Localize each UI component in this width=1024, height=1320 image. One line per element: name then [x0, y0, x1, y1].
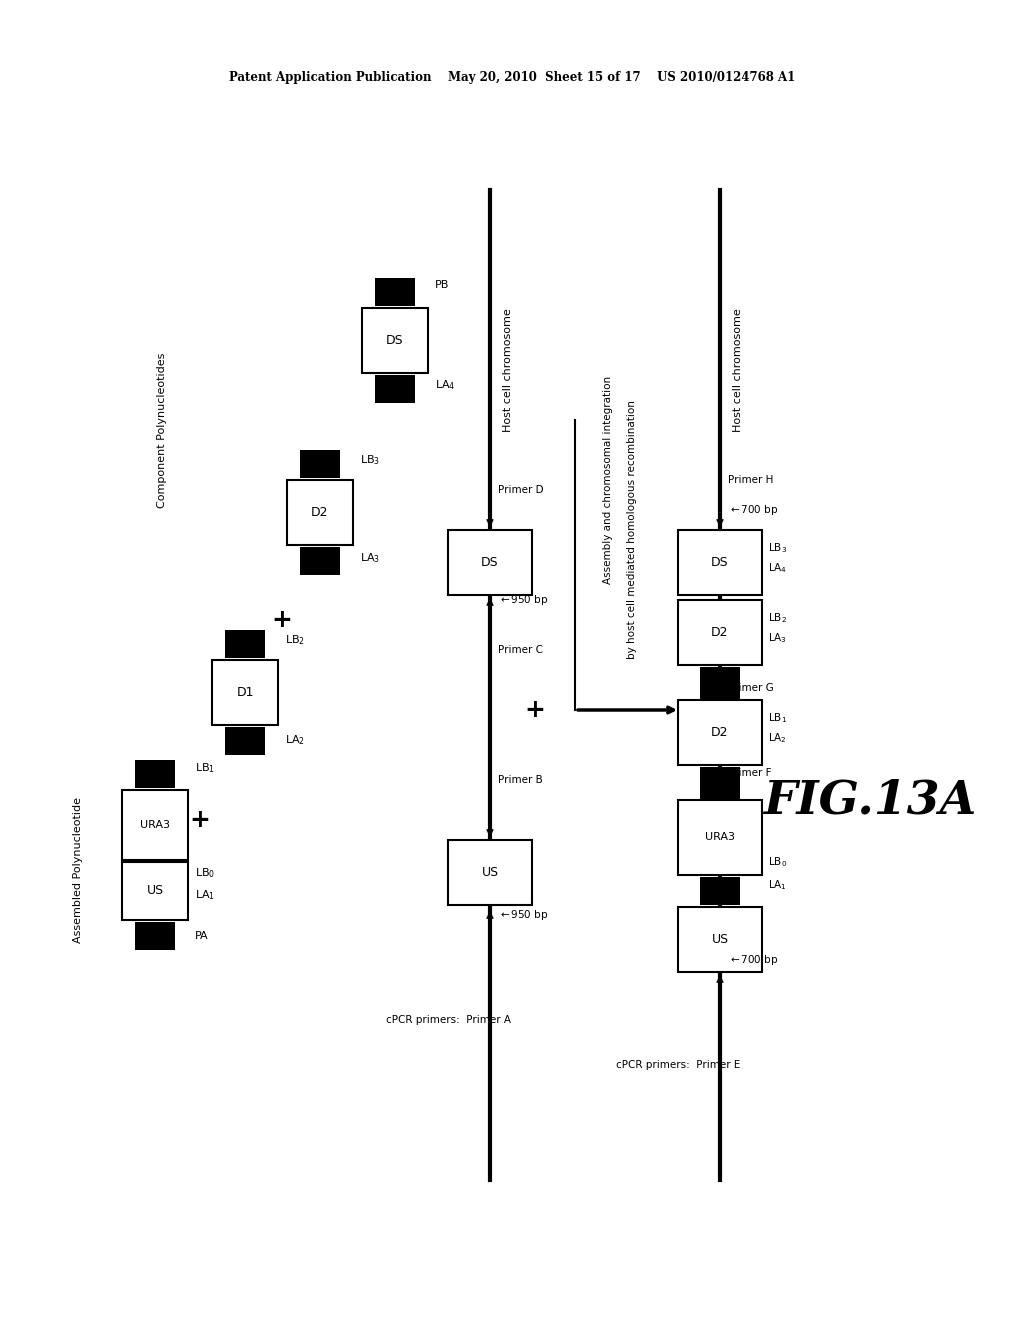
- Text: LB$_2$: LB$_2$: [285, 634, 305, 647]
- Text: LA$_3$: LA$_3$: [768, 631, 787, 645]
- Text: Assembly and chromosomal integration: Assembly and chromosomal integration: [603, 376, 613, 583]
- Text: LA$_2$: LA$_2$: [768, 731, 786, 744]
- Bar: [678, 800, 762, 875]
- Text: $\leftarrow$950 bp: $\leftarrow$950 bp: [498, 908, 549, 921]
- Text: PA: PA: [195, 931, 209, 941]
- Text: LA$_4$: LA$_4$: [768, 561, 787, 576]
- Text: D2: D2: [712, 726, 729, 739]
- Text: US: US: [481, 866, 499, 879]
- Bar: [449, 531, 532, 595]
- Text: LB$_3$: LB$_3$: [360, 453, 380, 467]
- Text: URA3: URA3: [705, 833, 735, 842]
- Bar: [700, 876, 740, 906]
- Text: LB$_2$: LB$_2$: [768, 611, 786, 624]
- Bar: [135, 921, 175, 950]
- Text: LA$_1$: LA$_1$: [195, 888, 215, 902]
- Bar: [700, 767, 740, 799]
- Bar: [449, 840, 532, 906]
- Text: $\leftarrow$700 bp: $\leftarrow$700 bp: [728, 503, 778, 517]
- Bar: [135, 760, 175, 788]
- Bar: [678, 601, 762, 665]
- Text: $\leftarrow$700 bp: $\leftarrow$700 bp: [728, 953, 778, 968]
- Text: US: US: [146, 884, 164, 898]
- Text: +: +: [524, 698, 546, 722]
- Text: DS: DS: [712, 556, 729, 569]
- Text: LA$_3$: LA$_3$: [360, 552, 380, 565]
- Text: by host cell mediated homologous recombination: by host cell mediated homologous recombi…: [627, 400, 637, 660]
- Bar: [375, 279, 415, 306]
- Text: Primer F: Primer F: [728, 768, 771, 777]
- Text: D2: D2: [712, 626, 729, 639]
- Bar: [122, 789, 188, 861]
- Bar: [300, 450, 340, 478]
- Bar: [678, 531, 762, 595]
- Text: Component Polynucleotides: Component Polynucleotides: [157, 352, 167, 508]
- Bar: [212, 660, 278, 725]
- Text: Assembled Polynucleotide: Assembled Polynucleotide: [73, 797, 83, 942]
- Text: US: US: [712, 933, 728, 946]
- Bar: [375, 375, 415, 403]
- Text: LB$_0$: LB$_0$: [195, 866, 215, 880]
- Text: LA$_4$: LA$_4$: [435, 378, 456, 392]
- Text: DS: DS: [386, 334, 403, 347]
- Bar: [678, 700, 762, 766]
- Text: URA3: URA3: [140, 820, 170, 830]
- Text: Primer H: Primer H: [728, 475, 773, 484]
- Bar: [700, 667, 740, 700]
- Text: LB$_1$: LB$_1$: [768, 711, 787, 725]
- Text: LB$_3$: LB$_3$: [768, 541, 787, 554]
- Text: D2: D2: [311, 506, 329, 519]
- Bar: [225, 630, 265, 657]
- Bar: [225, 727, 265, 755]
- Text: Primer C: Primer C: [498, 645, 543, 655]
- Bar: [678, 907, 762, 972]
- Text: Patent Application Publication    May 20, 2010  Sheet 15 of 17    US 2010/012476: Patent Application Publication May 20, 2…: [229, 71, 795, 84]
- Text: $\leftarrow$950 bp: $\leftarrow$950 bp: [498, 593, 549, 607]
- Text: FIG.13A: FIG.13A: [763, 777, 977, 822]
- Text: PB: PB: [435, 280, 450, 290]
- Bar: [300, 546, 340, 576]
- Text: LB$_1$: LB$_1$: [195, 762, 215, 775]
- Text: +: +: [271, 609, 293, 632]
- Bar: [287, 480, 353, 545]
- Text: cPCR primers:  Primer E: cPCR primers: Primer E: [615, 1060, 740, 1071]
- Text: Primer D: Primer D: [498, 484, 544, 495]
- Text: Host cell chromosome: Host cell chromosome: [733, 308, 743, 432]
- Text: LA$_1$: LA$_1$: [768, 878, 787, 892]
- Text: +: +: [189, 808, 211, 832]
- Text: D1: D1: [237, 686, 254, 700]
- Text: Host cell chromosome: Host cell chromosome: [503, 308, 513, 432]
- Text: cPCR primers:  Primer A: cPCR primers: Primer A: [385, 1015, 511, 1026]
- Text: Primer G: Primer G: [728, 682, 774, 693]
- Bar: [122, 862, 188, 920]
- Text: Primer B: Primer B: [498, 775, 543, 785]
- Text: LB$_0$: LB$_0$: [768, 855, 787, 869]
- Text: DS: DS: [481, 556, 499, 569]
- Bar: [362, 308, 428, 374]
- Text: LA$_2$: LA$_2$: [285, 733, 305, 747]
